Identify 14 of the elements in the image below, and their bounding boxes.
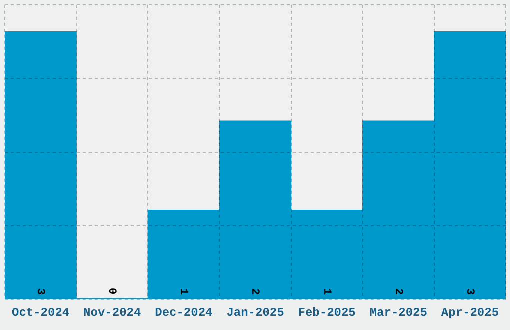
data-label: 3 [34, 288, 46, 296]
x-tick-label: Dec-2024 [155, 306, 213, 320]
x-tick-label: Jan-2025 [226, 306, 284, 320]
x-tick-label: Nov-2024 [84, 306, 142, 320]
data-label: 0 [106, 288, 118, 295]
data-label: 2 [392, 288, 404, 296]
x-tick-label: Mar-2025 [370, 306, 428, 320]
data-label: 3 [463, 288, 476, 296]
data-label: 1 [177, 288, 190, 296]
data-label: 2 [248, 288, 261, 296]
x-tick-label: Apr-2025 [441, 306, 500, 320]
x-tick-label: Feb-2025 [298, 306, 356, 320]
x-tick-label: Oct-2024 [12, 306, 70, 320]
data-label: 1 [320, 288, 332, 296]
